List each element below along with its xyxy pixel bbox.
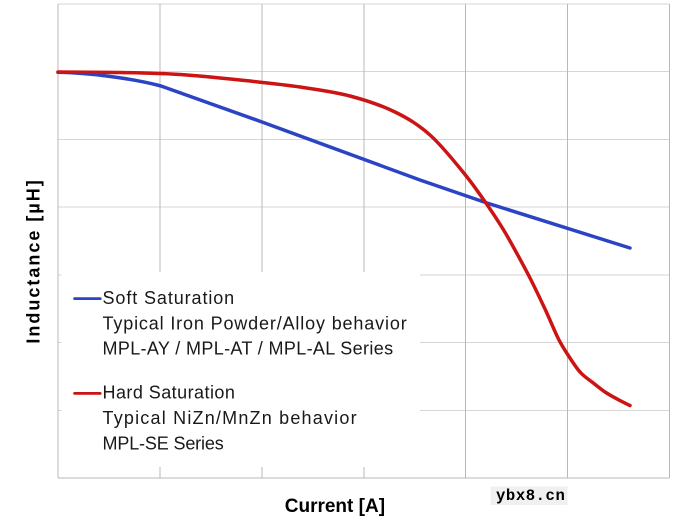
svg-text:Hard Saturation: Hard Saturation — [103, 383, 236, 403]
svg-text:MPL-AY / MPL-AT / MPL-AL Serie: MPL-AY / MPL-AT / MPL-AL Series — [103, 339, 394, 359]
svg-text:Soft Saturation: Soft Saturation — [103, 288, 236, 308]
svg-text:MPL-SE Series: MPL-SE Series — [103, 433, 224, 453]
svg-text:Inductance [µH]: Inductance [µH] — [24, 178, 44, 343]
svg-text:Current [A]: Current [A] — [285, 496, 385, 517]
svg-text:Typical NiZn/MnZn behavior: Typical NiZn/MnZn behavior — [103, 408, 358, 428]
svg-text:ybx8.cn: ybx8.cn — [496, 487, 565, 505]
svg-text:Typical Iron Powder/Alloy beha: Typical Iron Powder/Alloy behavior — [103, 313, 408, 333]
